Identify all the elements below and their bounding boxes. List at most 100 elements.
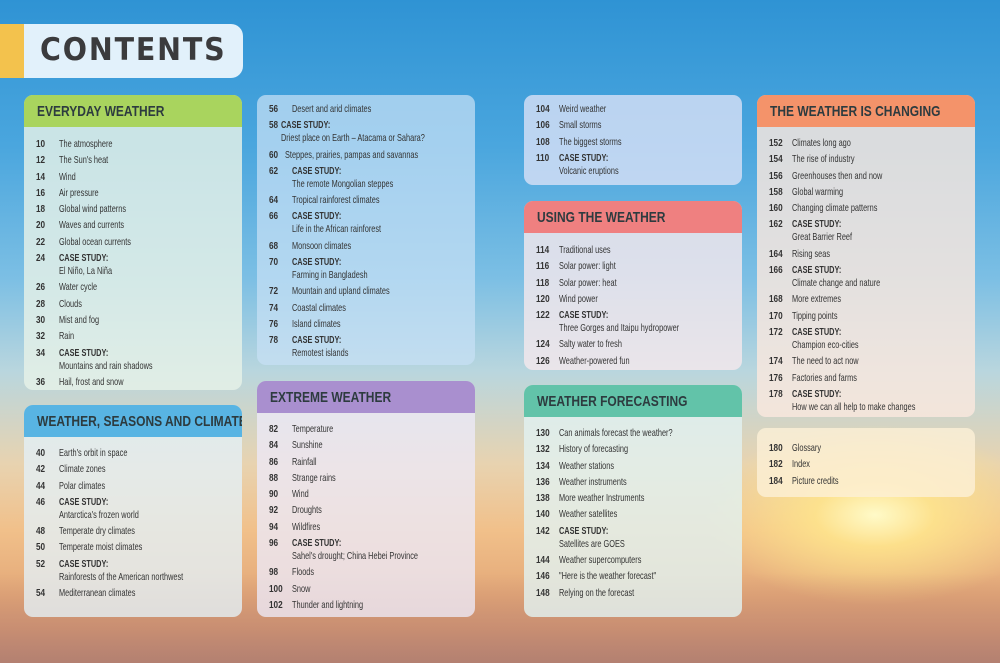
page-number: 160	[769, 202, 783, 215]
toc-entry[interactable]: 84 Sunshine	[269, 439, 475, 455]
toc-entry[interactable]: 40 Earth's orbit in space	[36, 447, 242, 463]
toc-entry[interactable]: 82 Temperature	[269, 423, 475, 439]
toc-entry[interactable]: 140 Weather satellites	[536, 508, 742, 524]
toc-entry[interactable]: 78 CASE STUDY: Remotest islands	[269, 334, 475, 363]
toc-entry[interactable]: 52 CASE STUDY: Rainforests of the American…	[36, 558, 242, 587]
toc-entry[interactable]: 30 Mist and fog	[36, 314, 242, 330]
toc-entry[interactable]: 18 Global wind patterns	[36, 203, 242, 219]
toc-entry[interactable]: 124 Salty water to fresh	[536, 338, 742, 354]
toc-entry[interactable]: 180 Glossary	[769, 442, 975, 458]
toc-entry[interactable]: 130 Can animals forecast the weather?	[536, 427, 742, 443]
toc-entry[interactable]: 28 Clouds	[36, 298, 242, 314]
toc-entry[interactable]: 114 Traditional uses	[536, 244, 742, 260]
toc-entry[interactable]: 100 Snow	[269, 583, 475, 599]
toc-entry[interactable]: 122 CASE STUDY: Three Gorges and Itaipu hy…	[536, 309, 742, 338]
toc-entry[interactable]: 36 Hail, frost and snow	[36, 376, 242, 390]
page-number: 74	[269, 301, 279, 314]
toc-entry[interactable]: 104 Weird weather	[536, 103, 742, 119]
toc-entry[interactable]: 94 Wildfires	[269, 521, 475, 537]
toc-entry[interactable]: 142 CASE STUDY: Satellites are GOES	[536, 525, 742, 554]
toc-entry[interactable]: 156 Greenhouses then and now	[769, 170, 975, 186]
toc-entry[interactable]: 12 The Sun's heat	[36, 154, 242, 170]
toc-entry[interactable]: 98 Floods	[269, 566, 475, 582]
toc-entry[interactable]: 176 Factories and farms	[769, 372, 975, 388]
toc-entry[interactable]: 32 Rain	[36, 330, 242, 346]
toc-entry[interactable]: 62 CASE STUDY: The remote Mongolian steppe…	[269, 165, 475, 194]
page-number: 152	[769, 137, 783, 149]
toc-entry[interactable]: 168 More extremes	[769, 293, 975, 309]
toc-entry[interactable]: 24 CASE STUDY: El Niño, La Niña	[36, 252, 242, 281]
page-number: 12	[36, 154, 46, 167]
toc-entry[interactable]: 154 The rise of industry	[769, 153, 975, 169]
toc-entry[interactable]: 10 The atmosphere	[36, 138, 242, 154]
toc-entry[interactable]: 164 Rising seas	[769, 248, 975, 264]
toc-entry[interactable]: 126 Weather-powered fun	[536, 355, 742, 370]
toc-entry[interactable]: 92 Droughts	[269, 504, 475, 520]
toc-entry[interactable]: 162 CASE STUDY: Great Barrier Reef	[769, 218, 975, 247]
toc-entry[interactable]: 120 Wind power	[536, 293, 742, 309]
toc-entry[interactable]: 16 Air pressure	[36, 187, 242, 203]
page-number: 66	[269, 210, 279, 223]
toc-entry[interactable]: 20 Waves and currents	[36, 219, 242, 235]
section-title: EXTREME WEATHER	[270, 388, 392, 406]
section-list: 114 Traditional uses 116 Solar power: light…	[524, 233, 742, 370]
toc-entry[interactable]: 96 CASE STUDY: Sahel's drought; China Hebe…	[269, 537, 475, 566]
toc-entry[interactable]: 132 History of forecasting	[536, 443, 742, 459]
toc-entry[interactable]: 88 Strange rains	[269, 472, 475, 488]
toc-entry[interactable]: 110 CASE STUDY: Volcanic eruptions	[536, 152, 742, 181]
toc-entry[interactable]: 178 CASE STUDY: How we can all help to mak…	[769, 388, 975, 417]
toc-entry[interactable]: 174 The need to act now	[769, 355, 975, 371]
toc-entry[interactable]: 60 Steppes, prairies, pampas and savannas	[269, 149, 475, 165]
entry-title: Climate zones	[59, 463, 106, 476]
toc-entry[interactable]: 34 CASE STUDY: Mountains and rain shadows	[36, 347, 242, 376]
toc-entry[interactable]: 138 More weather Instruments	[536, 492, 742, 508]
toc-entry[interactable]: 152 Climates long ago	[769, 137, 975, 153]
entry-title: Mist and fog	[59, 313, 100, 326]
toc-entry[interactable]: 64 Tropical rainforest climates	[269, 194, 475, 210]
page-number: 40	[36, 447, 46, 459]
toc-entry[interactable]: 86 Rainfall	[269, 456, 475, 472]
toc-entry[interactable]: 148 Relying on the forecast	[536, 587, 742, 603]
toc-entry[interactable]: 72 Mountain and upland climates	[269, 285, 475, 301]
toc-entry[interactable]: 166 CASE STUDY: Climate change and nature	[769, 264, 975, 293]
entry-title: Picture credits	[792, 474, 839, 487]
toc-entry[interactable]: 136 Weather instruments	[536, 476, 742, 492]
toc-entry[interactable]: 46 CASE STUDY: Antarctica's frozen world	[36, 496, 242, 525]
toc-entry[interactable]: 172 CASE STUDY: Champion eco-cities	[769, 326, 975, 355]
page-number: 16	[36, 186, 46, 199]
page-number: 10	[36, 138, 46, 150]
toc-entry[interactable]: 66 CASE STUDY: Life in the African rainfor…	[269, 210, 475, 239]
toc-entry[interactable]: 26 Water cycle	[36, 281, 242, 297]
toc-entry[interactable]: 22 Global ocean currents	[36, 236, 242, 252]
section-header: EXTREME WEATHER	[257, 381, 475, 413]
toc-entry[interactable]: 102 Thunder and lightning	[269, 599, 475, 615]
case-study-label: CASE STUDY:	[559, 151, 609, 164]
toc-entry[interactable]: 134 Weather stations	[536, 460, 742, 476]
toc-entry[interactable]: 146 "Here is the weather forecast"	[536, 570, 742, 586]
toc-entry[interactable]: 90 Wind	[269, 488, 475, 504]
toc-entry[interactable]: 118 Solar power: heat	[536, 277, 742, 293]
toc-entry[interactable]: 44 Polar climates	[36, 480, 242, 496]
toc-entry[interactable]: 68 Monsoon climates	[269, 240, 475, 256]
toc-entry[interactable]: 42 Climate zones	[36, 463, 242, 479]
toc-entry[interactable]: 170 Tipping points	[769, 310, 975, 326]
toc-entry[interactable]: 158 Global warming	[769, 186, 975, 202]
toc-entry[interactable]: 58 CASE STUDY: Driest place on Earth – Ata…	[269, 119, 475, 148]
toc-entry[interactable]: 56 Desert and arid climates	[269, 103, 475, 119]
toc-entry[interactable]: 160 Changing climate patterns	[769, 202, 975, 218]
section-list: 152 Climates long ago 154 The rise of indus…	[757, 127, 975, 417]
toc-entry[interactable]: 144 Weather supercomputers	[536, 554, 742, 570]
toc-entry[interactable]: 48 Temperate dry climates	[36, 525, 242, 541]
toc-entry[interactable]: 116 Solar power: light	[536, 260, 742, 276]
toc-entry[interactable]: 14 Wind	[36, 171, 242, 187]
toc-entry[interactable]: 106 Small storms	[536, 119, 742, 135]
toc-entry[interactable]: 182 Index	[769, 458, 975, 474]
toc-entry[interactable]: 74 Coastal climates	[269, 302, 475, 318]
section-list: 104 Weird weather 106 Small storms 108 The bi…	[524, 95, 742, 181]
toc-entry[interactable]: 50 Temperate moist climates	[36, 541, 242, 557]
toc-entry[interactable]: 76 Island climates	[269, 318, 475, 334]
toc-entry[interactable]: 184 Picture credits	[769, 475, 975, 491]
toc-entry[interactable]: 70 CASE STUDY: Farming in Bangladesh	[269, 256, 475, 285]
toc-entry[interactable]: 54 Mediterranean climates	[36, 587, 242, 603]
toc-entry[interactable]: 108 The biggest storms	[536, 136, 742, 152]
